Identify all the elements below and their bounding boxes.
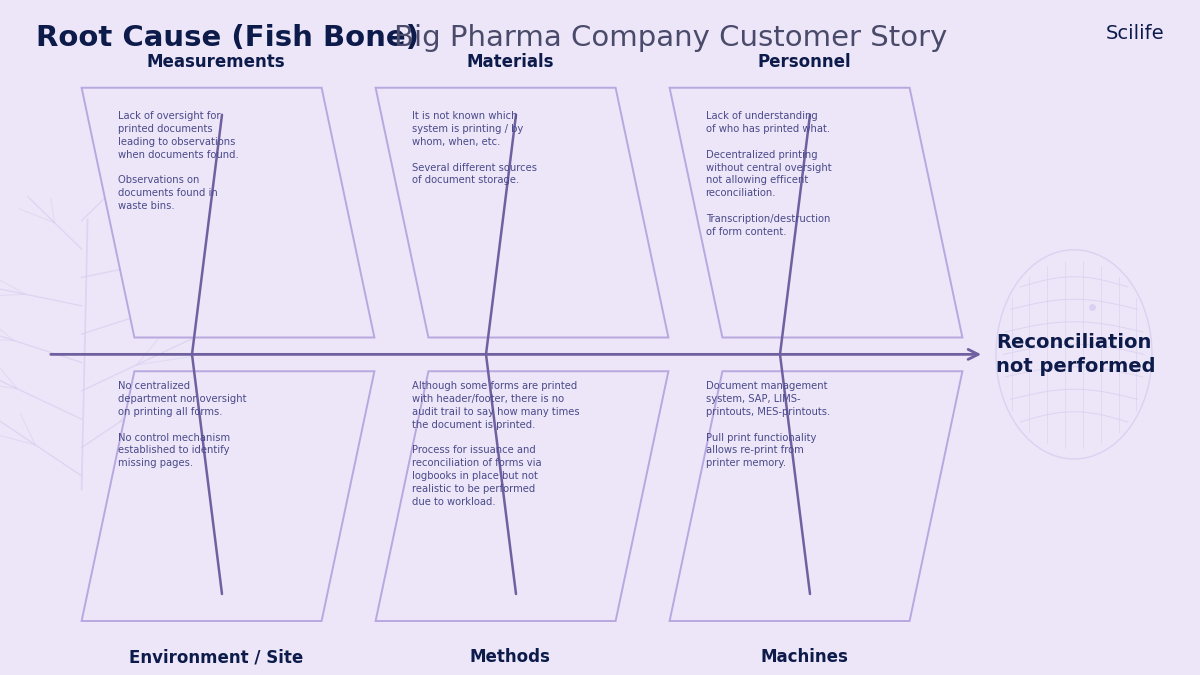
Polygon shape	[376, 88, 668, 338]
Text: Personnel: Personnel	[757, 53, 851, 71]
Text: Lack of oversight for
printed documents
leading to observations
when documents f: Lack of oversight for printed documents …	[118, 111, 239, 211]
Text: No centralized
department nor oversight
on printing all forms.

No control mecha: No centralized department nor oversight …	[118, 381, 246, 468]
Polygon shape	[82, 88, 374, 338]
Text: Root Cause (Fish Bone): Root Cause (Fish Bone)	[36, 24, 419, 51]
Polygon shape	[670, 88, 962, 338]
Text: Environment / Site: Environment / Site	[128, 648, 304, 666]
Text: Materials: Materials	[467, 53, 553, 71]
Text: Lack of understanding
of who has printed what.

Decentralized printing
without c: Lack of understanding of who has printed…	[706, 111, 832, 236]
Polygon shape	[670, 371, 962, 621]
Polygon shape	[376, 371, 668, 621]
Text: Scilife: Scilife	[1105, 24, 1164, 43]
Text: It is not known which
system is printing / by
whom, when, etc.

Several differen: It is not known which system is printing…	[412, 111, 536, 186]
Text: Big Pharma Company Customer Story: Big Pharma Company Customer Story	[394, 24, 947, 51]
Text: Document management
system, SAP, LIMS-
printouts, MES-printouts.

Pull print fun: Document management system, SAP, LIMS- p…	[706, 381, 830, 468]
Text: Measurements: Measurements	[146, 53, 286, 71]
Text: Methods: Methods	[469, 648, 551, 666]
Polygon shape	[82, 371, 374, 621]
Text: Machines: Machines	[760, 648, 848, 666]
Text: Although some forms are printed
with header/footer, there is no
audit trail to s: Although some forms are printed with hea…	[412, 381, 580, 506]
Text: Reconciliation
not performed: Reconciliation not performed	[996, 333, 1156, 375]
